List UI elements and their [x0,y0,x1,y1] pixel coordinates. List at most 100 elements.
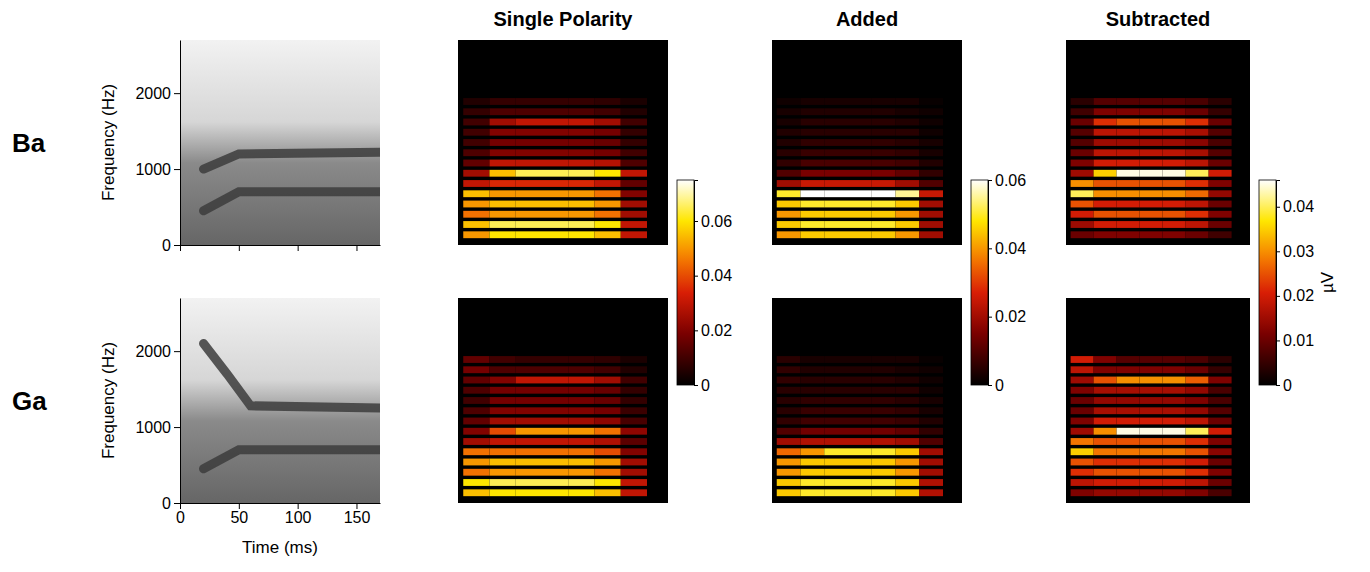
heatmap-cell [919,139,943,146]
heatmap-cell [896,201,920,208]
heatmap-cell [919,108,943,115]
heatmap-cell [848,201,872,208]
heatmap-cell [1186,387,1209,394]
heatmap-cell [490,407,516,414]
heatmap-cell [1209,231,1232,238]
heatmap-cell [490,418,516,425]
heatmap-cell [1071,98,1094,105]
heatmap-cell [516,469,542,476]
heatmap-cell [1071,160,1094,167]
heatmap-cell [1209,418,1232,425]
heatmap-cell [463,108,489,115]
heatmap-cell [848,407,872,414]
heatmap-cell [824,387,848,394]
heatmap-cell [1209,129,1232,136]
heatmap-cell [896,366,920,373]
heatmap-cell [1140,98,1163,105]
colorbar-title: µV [1318,271,1337,293]
heatmap-cell [1163,139,1186,146]
heatmap-cell [919,397,943,404]
heatmap-cell [516,149,542,156]
heatmap-cell [463,489,489,496]
heatmap-cell [542,231,568,238]
tick-label: 50 [230,509,248,526]
heatmap-cell [1071,479,1094,486]
formant-line [204,344,380,409]
panel: 010002000050100150Frequency (Hz)Time (ms… [12,298,381,557]
heatmap-cell [1117,98,1140,105]
tick-label: 0.03 [1283,243,1314,260]
heatmap-cell [1209,407,1232,414]
heatmap-cell [801,387,825,394]
heatmap-cell [777,387,801,394]
tick-mark [180,245,181,251]
heatmap-cell [1094,139,1117,146]
heatmap-cell [801,129,825,136]
heatmap-cell [1140,160,1163,167]
heatmap-cell [568,438,594,445]
heatmap-cell [490,211,516,218]
column-title: Subtracted [1106,8,1210,30]
tick-mark [988,385,992,386]
heatmap-cell [542,459,568,466]
heatmap-cell [1186,438,1209,445]
heatmap-cell [621,221,647,228]
heatmap-cell [777,479,801,486]
heatmap-cell [1094,98,1117,105]
heatmap-cell [1071,231,1094,238]
heatmap-cell [824,129,848,136]
heatmap-cell [1186,201,1209,208]
heatmap-cell [490,221,516,228]
heatmap-cell [848,377,872,384]
heatmap-cell [463,190,489,197]
panel: Added [772,8,962,245]
heatmap-cell [1163,397,1186,404]
heatmap-cell [919,387,943,394]
heatmap-cell [1071,211,1094,218]
heatmap-cell [919,459,943,466]
colorbar-axis: 00.020.040.06 [988,172,1026,394]
tick: 0.01 [1276,332,1314,349]
tick-mark [988,180,992,181]
heatmap-cell [1117,387,1140,394]
heatmap-cell [896,387,920,394]
heatmap-cell [621,377,647,384]
heatmap-cell [463,98,489,105]
heatmap-cell [542,160,568,167]
heatmap-cell [621,418,647,425]
heatmap-cell [1117,201,1140,208]
heatmap-cell [919,98,943,105]
heatmap-cell [872,231,896,238]
heatmap-cell [516,139,542,146]
heatmap-cell [568,459,594,466]
heatmap-cell [1209,180,1232,187]
heatmap-cell [919,211,943,218]
heatmap-cell [1117,356,1140,363]
heatmap-cell [1140,387,1163,394]
heatmap-cell [595,119,621,126]
heatmap-cell [568,418,594,425]
heatmap-cell [1163,428,1186,435]
axis-line [1277,181,1281,386]
tick-label: 0.04 [701,267,732,284]
heatmap-cell [896,108,920,115]
heatmap-cell [1163,149,1186,156]
plot-background [458,40,668,245]
heatmap-cell [1094,448,1117,455]
heatmap-cell [777,397,801,404]
heatmap-cell [595,201,621,208]
heatmap-cell [777,221,801,228]
heatmap-cell [1163,366,1186,373]
heatmap-cell [1209,108,1232,115]
heatmap-cell [595,180,621,187]
heatmap-cell [595,366,621,373]
heatmap-cell [595,438,621,445]
heatmap-cell [896,356,920,363]
tick: 50 [230,503,248,526]
heatmap-cell [595,129,621,136]
heatmap-cell [621,160,647,167]
heatmap-cell [872,356,896,363]
tick-label: 100 [285,509,312,526]
figure: 010002000Frequency (Hz)BaSingle Polarity… [0,0,1370,572]
heatmap-cell [777,119,801,126]
